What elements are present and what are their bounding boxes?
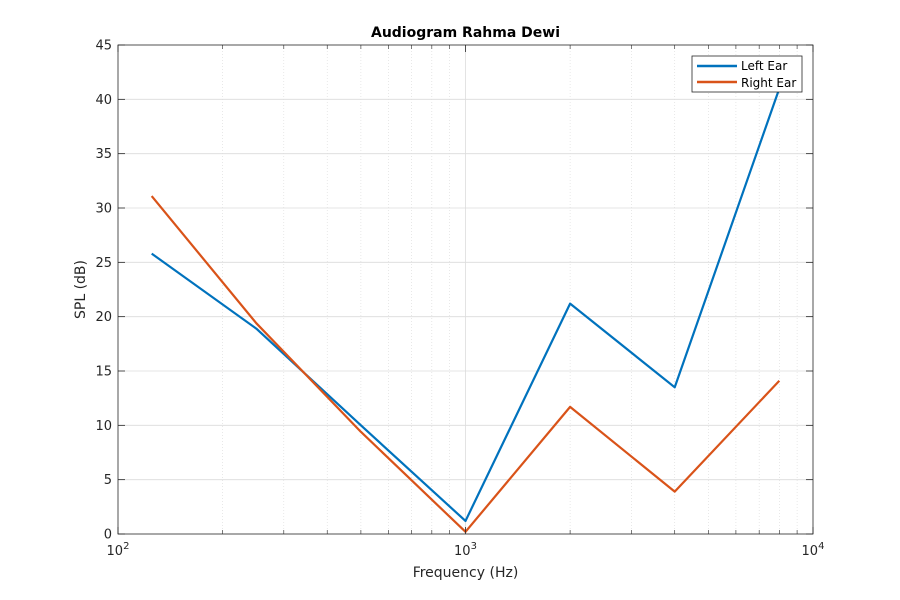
x-tick-label: 103 [454, 541, 477, 559]
series-line-left-ear [151, 88, 781, 523]
y-tick-label: 0 [104, 528, 112, 543]
y-tick-label: 20 [95, 310, 112, 325]
y-tick-label: 15 [95, 365, 112, 380]
y-axis-label: SPL (dB) [73, 260, 89, 319]
x-axis-label: Frequency (Hz) [413, 565, 519, 581]
x-tick-label: 104 [802, 541, 825, 559]
legend-label-left-ear: Left Ear [741, 59, 787, 73]
x-tick-label: 102 [107, 541, 130, 559]
y-tick-label: 25 [95, 256, 112, 271]
major-grid [118, 45, 813, 534]
legend: Left Ear Right Ear [691, 55, 803, 93]
y-tick-label: 30 [95, 202, 112, 217]
y-tick-label: 45 [95, 39, 112, 54]
legend-box [691, 55, 803, 93]
y-tick-labels: 0 5 10 15 20 25 30 35 40 45 [95, 39, 112, 543]
legend-label-right-ear: Right Ear [741, 76, 796, 90]
y-tick-label: 10 [95, 419, 112, 434]
y-tick-label: 40 [95, 93, 112, 108]
x-tick-labels: 102 103 104 [107, 541, 825, 559]
chart-title: Audiogram Rahma Dewi [371, 25, 560, 41]
axis-ticks [117, 44, 814, 535]
minor-grid [222, 45, 798, 534]
y-tick-label: 5 [104, 473, 112, 488]
y-tick-label: 35 [95, 147, 112, 162]
